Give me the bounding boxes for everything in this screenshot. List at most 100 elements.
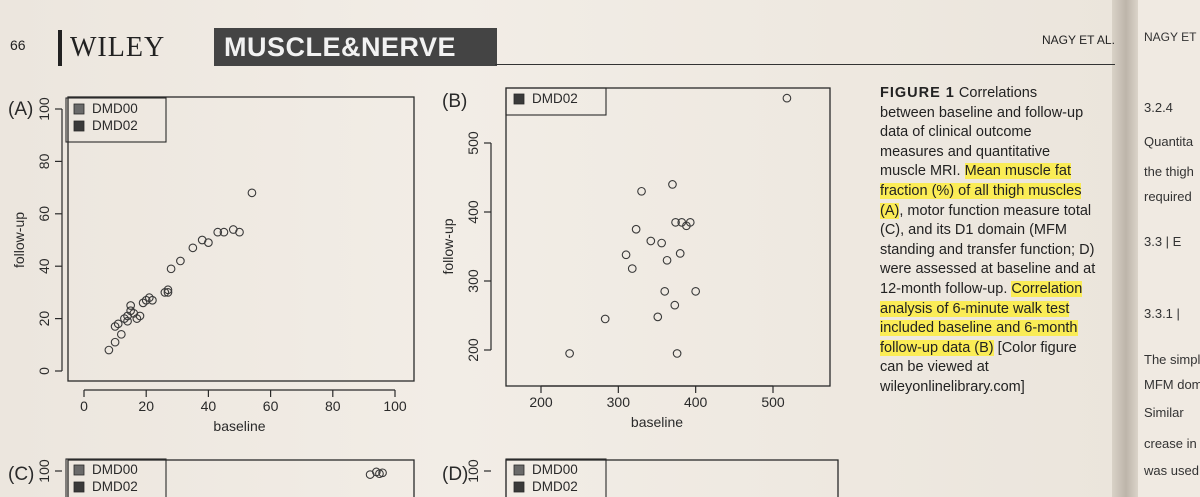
caption-line: fraction (%) of all thigh muscles <box>880 182 1082 199</box>
caption-line: follow-up data (B) [Color figure <box>880 339 1077 356</box>
legend-entry: DMD02 <box>532 91 578 106</box>
page-number: 66 <box>10 37 26 53</box>
data-point <box>135 311 145 321</box>
data-point <box>116 329 126 339</box>
y-tick-label: 40 <box>36 258 52 274</box>
running-head: NAGY ET AL. <box>1042 33 1115 47</box>
caption-line: can be viewed at <box>880 359 989 376</box>
y-tick-label: 200 <box>465 338 481 362</box>
legend-swatch <box>513 464 525 476</box>
legend-box <box>65 97 167 143</box>
y-tick-label: 100 <box>36 459 52 483</box>
data-point <box>627 264 637 273</box>
facing-text-snippet: 3.3.1 | <box>1144 306 1180 321</box>
legend-entry: DMD00 <box>92 462 138 477</box>
x-tick-label: 80 <box>325 398 341 414</box>
legend-entry: DMD00 <box>532 462 578 477</box>
data-point <box>144 293 154 302</box>
x-tick-label: 500 <box>761 394 785 410</box>
y-tick-label: 500 <box>465 131 481 155</box>
panel-label: (D) <box>442 464 468 485</box>
data-point <box>163 285 173 295</box>
data-point <box>113 319 123 329</box>
data-point <box>660 287 670 296</box>
data-point <box>637 186 646 196</box>
facing-text-snippet: required <box>1144 189 1192 204</box>
legend-swatch <box>73 120 85 132</box>
figure-caption: FIGURE 1 Correlations between baseline an… <box>880 84 1112 398</box>
caption-line: included baseline and 6-month <box>880 320 1078 337</box>
data-point <box>670 300 680 310</box>
legend-entry: DMD02 <box>92 479 138 494</box>
x-tick-label: 60 <box>263 398 279 414</box>
caption-line: wileyonlinelibrary.com] <box>880 378 1025 395</box>
legend-swatch <box>513 481 525 493</box>
x-tick-label: 0 <box>80 398 88 414</box>
data-point <box>672 349 682 358</box>
caption-line: between baseline and follow-up <box>880 104 1084 121</box>
data-point <box>160 288 170 297</box>
legend-swatch <box>513 93 525 105</box>
caption-line: analysis of 6-minute walk test <box>880 300 1070 317</box>
journal-logo: MUSCLE&NERVE <box>214 28 497 66</box>
data-point <box>110 322 120 331</box>
panel-label: (A) <box>8 99 33 120</box>
data-point <box>646 236 656 246</box>
facing-text-snippet: MFM dom <box>1144 377 1200 392</box>
data-point <box>671 218 680 227</box>
x-tick-label: 400 <box>684 394 708 410</box>
caption-line: muscle MRI. Mean muscle fat <box>880 163 1071 180</box>
data-point <box>668 180 677 189</box>
facing-running-head: NAGY ET <box>1144 30 1197 44</box>
y-tick-label: 300 <box>465 269 481 293</box>
caption-line: standing and transfer function; D) <box>880 241 1095 258</box>
x-axis-title: baseline <box>631 414 683 430</box>
legend-entry: DMD02 <box>92 118 138 133</box>
caption-line: measures and quantitative <box>880 143 1051 160</box>
data-point <box>657 238 666 248</box>
x-tick-label: 100 <box>383 398 407 414</box>
x-tick-label: 200 <box>529 394 553 410</box>
facing-text-snippet: The simpl <box>1144 352 1200 367</box>
data-point <box>631 224 641 234</box>
data-point <box>132 314 142 323</box>
data-point <box>166 264 176 274</box>
header-rule <box>495 64 1115 65</box>
data-point <box>691 287 701 296</box>
data-point <box>219 227 229 237</box>
facing-text-snippet: 3.3 | E <box>1144 234 1182 249</box>
facing-text-snippet: was used. <box>1144 463 1200 478</box>
data-point <box>782 93 792 103</box>
data-point <box>653 312 663 322</box>
legend-swatch <box>73 481 85 493</box>
y-tick-label: 80 <box>36 153 52 169</box>
data-point <box>188 243 198 253</box>
data-point <box>123 316 132 326</box>
data-point <box>213 227 223 237</box>
facing-text-snippet: crease in S <box>1144 436 1200 451</box>
data-point <box>204 238 213 247</box>
data-point <box>141 295 151 305</box>
y-tick-label: 100 <box>465 459 481 483</box>
legend-box <box>65 458 167 497</box>
caption-line: FIGURE 1 Correlations <box>880 85 1038 101</box>
facing-text-snippet: Similar <box>1144 405 1184 420</box>
book-spine <box>1112 0 1140 497</box>
x-tick-label: 20 <box>138 398 154 414</box>
x-tick-label: 40 <box>201 398 217 414</box>
legend-swatch <box>73 464 85 476</box>
x-tick-label: 300 <box>607 394 631 410</box>
plot-frame <box>505 87 831 387</box>
data-point <box>126 301 135 310</box>
caption-line: were assessed at baseline and at <box>880 261 1096 278</box>
y-tick-label: 60 <box>36 206 52 222</box>
y-tick-label: 400 <box>465 200 481 224</box>
y-tick-label: 20 <box>36 311 52 327</box>
legend-swatch <box>73 103 85 115</box>
legend-entry: DMD02 <box>532 479 578 494</box>
panel-label: (B) <box>442 91 467 112</box>
data-point <box>247 188 257 198</box>
y-axis-title: follow-up <box>440 218 456 274</box>
caption-line: (C), and its D1 domain (MFM <box>880 222 1067 239</box>
